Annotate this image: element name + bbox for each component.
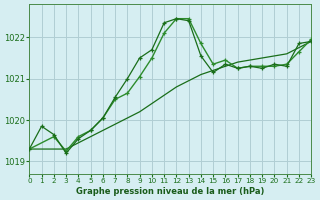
X-axis label: Graphe pression niveau de la mer (hPa): Graphe pression niveau de la mer (hPa) bbox=[76, 187, 264, 196]
